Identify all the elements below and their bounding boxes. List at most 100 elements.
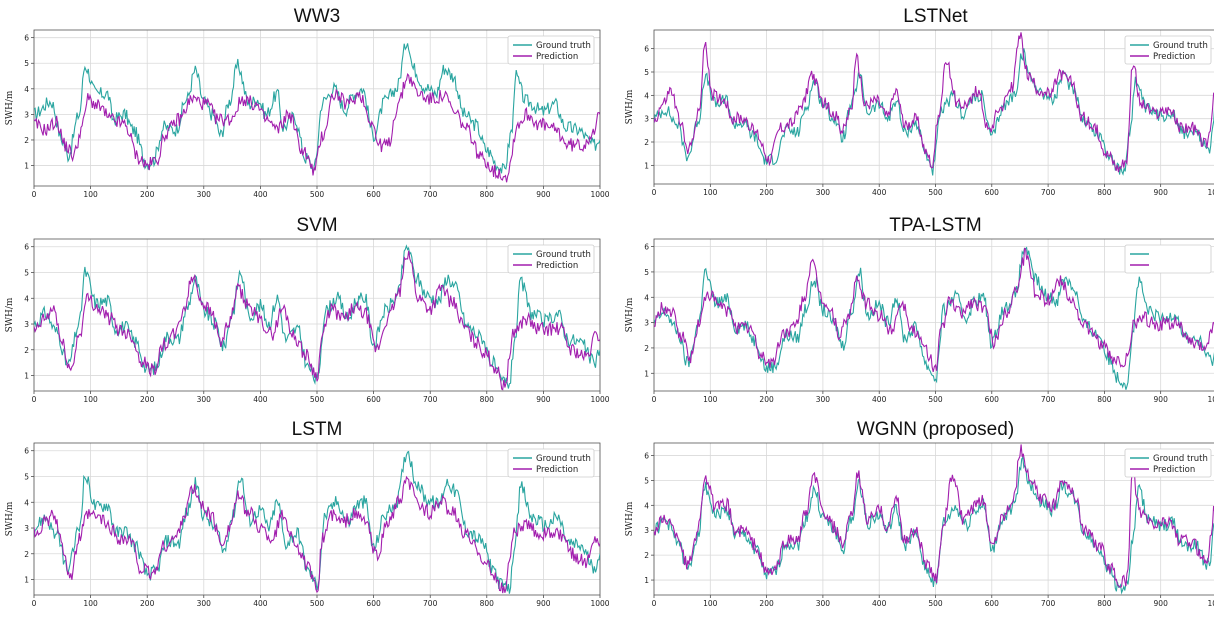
plot-frame <box>653 29 1214 185</box>
x-tick-label: 800 <box>1097 188 1112 197</box>
x-tick-label: 700 <box>1041 599 1056 608</box>
x-tick-label: 0 <box>32 395 37 404</box>
x-tick-label: 200 <box>140 395 155 404</box>
x-tick-label: 400 <box>253 599 268 608</box>
series-line-prediction <box>654 444 1214 588</box>
series-line-prediction <box>34 475 600 594</box>
x-tick-label: 400 <box>872 599 887 608</box>
chart-panel: WGNN (proposed) 0 100 200 300 400 500 600 700 800… <box>617 419 1214 617</box>
plot-frame <box>33 238 601 392</box>
x-tick-label: 300 <box>197 395 212 404</box>
x-tick-label: 1000 <box>590 190 609 199</box>
y-tick-label: 4 <box>644 501 649 510</box>
x-tick-label: 0 <box>32 599 37 608</box>
line-chart: 0 100 200 300 400 500 600 700 800 900 1000 1 2 3 4 5 6 SW… <box>5 442 610 608</box>
series-line-ground-truth <box>654 246 1214 390</box>
y-tick-label: 6 <box>644 451 649 460</box>
legend-label: Prediction <box>536 465 578 475</box>
y-tick-label: 6 <box>24 243 29 252</box>
x-tick-label: 900 <box>536 395 551 404</box>
plot-frame <box>653 238 1214 392</box>
legend-label: Prediction <box>1153 465 1195 475</box>
y-tick-label: 3 <box>24 320 29 329</box>
x-tick-label: 700 <box>423 395 438 404</box>
chart-title: TPA-LSTM <box>889 215 982 236</box>
y-tick-label: 3 <box>644 319 649 328</box>
x-tick-label: 200 <box>140 599 155 608</box>
x-tick-label: 900 <box>536 190 551 199</box>
x-tick-label: 100 <box>83 190 98 199</box>
chart-panel: WW3 0 100 200 300 400 500 600 700 800 900 1000 1 2 3 4 5… <box>0 6 610 208</box>
x-tick-label: 700 <box>423 190 438 199</box>
legend-label: Ground truth <box>1153 41 1208 51</box>
x-tick-label: 600 <box>366 190 381 199</box>
chart-title: SVM <box>296 215 338 236</box>
series-line-prediction <box>34 250 600 391</box>
x-tick-label: 800 <box>1097 599 1112 608</box>
series-line-prediction <box>654 247 1214 373</box>
x-tick-label: 1000 <box>1207 599 1214 608</box>
x-tick-label: 900 <box>1154 599 1169 608</box>
x-tick-label: 500 <box>928 395 943 404</box>
x-tick-label: 400 <box>253 190 268 199</box>
x-tick-label: 100 <box>83 599 98 608</box>
y-tick-label: 1 <box>644 576 649 585</box>
y-axis-label: SWH/m <box>625 89 635 124</box>
y-tick-label: 4 <box>24 85 29 94</box>
y-tick-label: 6 <box>644 45 649 54</box>
y-tick-label: 2 <box>644 551 649 560</box>
series-line-ground-truth <box>34 43 600 174</box>
x-tick-label: 300 <box>197 599 212 608</box>
legend-label: Ground truth <box>536 250 591 260</box>
y-tick-label: 5 <box>24 59 29 68</box>
y-tick-label: 6 <box>24 447 29 456</box>
y-tick-label: 5 <box>24 268 29 277</box>
x-tick-label: 900 <box>1154 188 1169 197</box>
x-tick-label: 0 <box>32 190 37 199</box>
legend-box <box>1124 35 1212 65</box>
x-tick-label: 400 <box>253 395 268 404</box>
y-tick-label: 3 <box>644 115 649 124</box>
x-tick-label: 400 <box>872 188 887 197</box>
legend-label: Prediction <box>1153 52 1195 62</box>
y-tick-label: 4 <box>24 294 29 303</box>
x-tick-label: 100 <box>703 395 718 404</box>
x-tick-label: 400 <box>872 395 887 404</box>
y-tick-label: 5 <box>644 68 649 77</box>
x-tick-label: 500 <box>928 188 943 197</box>
x-tick-label: 300 <box>816 599 831 608</box>
legend-label: Ground truth <box>536 454 591 464</box>
y-axis-label: SWH/m <box>5 297 15 332</box>
y-axis-label: SWH/m <box>5 501 15 536</box>
line-chart: 0 100 200 300 400 500 600 700 800 900 1000 1 2 3 4 5 6 SW… <box>625 238 1214 404</box>
y-tick-label: 5 <box>24 472 29 481</box>
legend-label: Prediction <box>536 261 578 271</box>
plot-frame <box>33 442 601 596</box>
y-tick-label: 2 <box>24 346 29 355</box>
x-tick-label: 200 <box>140 190 155 199</box>
x-tick-label: 100 <box>703 188 718 197</box>
x-tick-label: 100 <box>83 395 98 404</box>
x-tick-label: 1000 <box>590 599 609 608</box>
y-tick-label: 1 <box>24 372 29 381</box>
line-chart: 0 100 200 300 400 500 600 700 800 900 1000 1 2 3 4 5 6 SW… <box>625 442 1214 608</box>
series-line-prediction <box>34 73 600 183</box>
chart-title: WW3 <box>293 6 341 27</box>
x-tick-label: 0 <box>652 188 657 197</box>
y-axis-label: SWH/m <box>625 501 635 536</box>
plot-frame <box>653 442 1214 596</box>
y-tick-label: 4 <box>644 293 649 302</box>
x-tick-label: 600 <box>985 599 1000 608</box>
x-tick-label: 800 <box>480 395 495 404</box>
x-tick-label: 800 <box>480 190 495 199</box>
x-tick-label: 200 <box>759 188 774 197</box>
y-tick-label: 1 <box>644 161 649 170</box>
y-tick-label: 2 <box>644 344 649 353</box>
y-tick-label: 1 <box>24 576 29 585</box>
x-tick-label: 500 <box>928 599 943 608</box>
y-axis-label: SWH/m <box>5 90 15 125</box>
plot-frame <box>33 29 601 187</box>
